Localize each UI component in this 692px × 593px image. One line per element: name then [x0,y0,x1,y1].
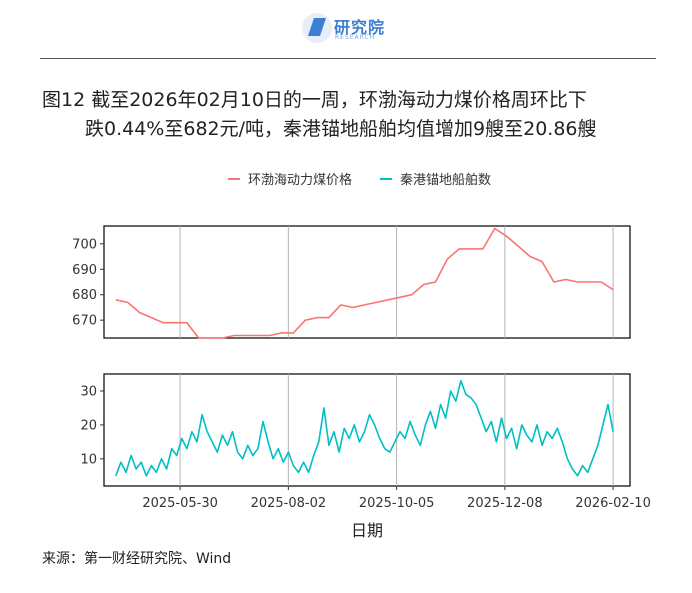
chart-title-line1: 图12 截至2026年02月10日的一周，环渤海动力煤价格周环比下 [42,89,587,111]
x-axis: 2025-05-30 2025-08-02 2025-10-05 2025-12-08… [142,486,651,511]
legend-label: 秦港锚地船舶数 [400,172,491,188]
y-tick-label: 30 [80,384,97,399]
x-tick-label: 2025-12-08 [467,496,543,511]
series-line [115,227,614,339]
price-panel: 670 680 690 700 [72,225,631,339]
y-tick-label: 20 [80,418,97,433]
chart-title-line2: 跌0.44%至682元/吨，秦港锚地船舶均值增加9艘至20.86艘 [85,118,597,140]
y-tick-label: 670 [72,314,97,329]
logo-icon [302,13,332,43]
series-line [115,380,614,477]
x-tick-label: 2026-02-10 [575,496,651,511]
ships-panel: 10 20 30 [80,373,631,487]
legend: 环渤海动力煤价格 秦港锚地船舶数 [228,172,491,188]
source-note: 来源：第一财经研究院、Wind [42,551,232,567]
x-tick-label: 2025-05-30 [142,496,218,511]
panel-frame [103,373,631,487]
y-tick-label: 10 [80,452,97,467]
legend-label: 环渤海动力煤价格 [248,172,352,188]
panel-frame [103,225,631,339]
logo-main-text: 研究院 [334,18,386,37]
y-tick-label: 680 [72,288,97,303]
x-tick-label: 2025-08-02 [251,496,327,511]
x-tick-label: 2025-10-05 [359,496,435,511]
header-rule [40,58,656,59]
logo-sub-text: RESEARCH [335,34,376,41]
chart-title: 图12 截至2026年02月10日的一周，环渤海动力煤价格周环比下 跌0.44%… [42,86,652,144]
y-tick-label: 700 [72,237,97,252]
y-tick-label: 690 [72,263,97,278]
x-axis-label: 日期 [351,521,383,540]
